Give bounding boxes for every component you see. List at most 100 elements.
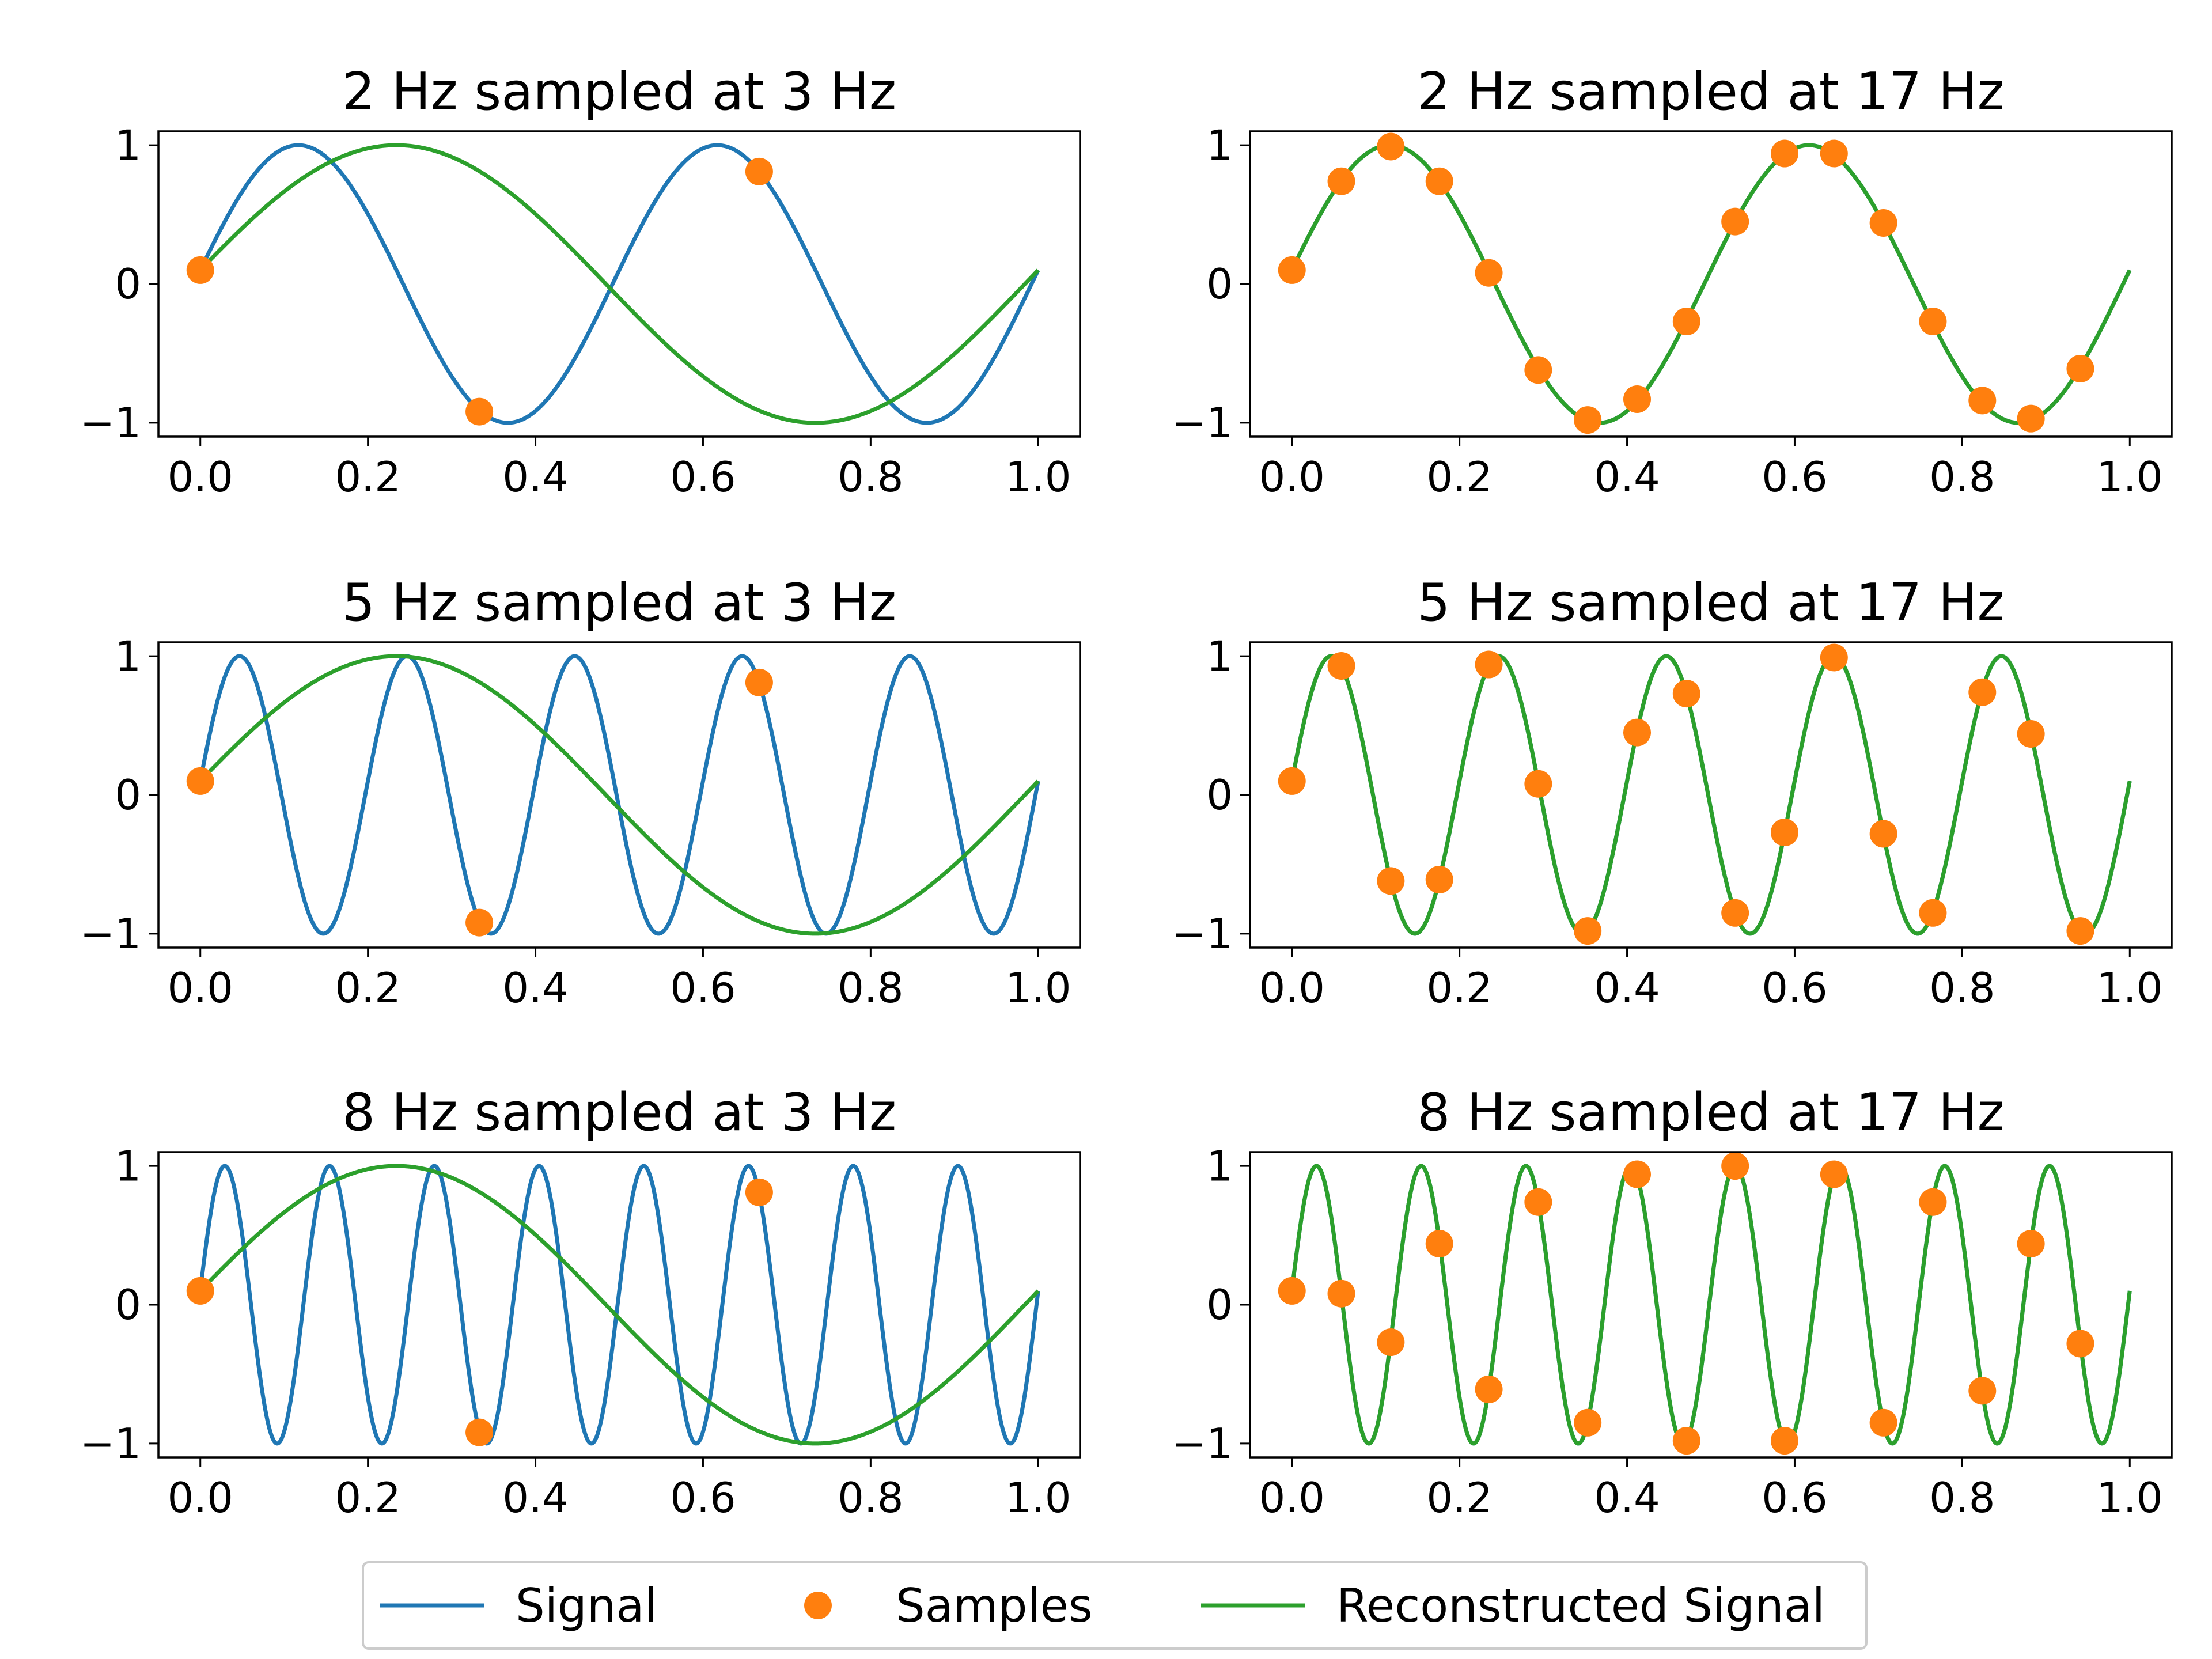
subplot-4: 5 Hz sampled at 17 Hz 0.0 0.2 0.4 0.6 0.8 1.0 −… [1172,573,2173,1012]
sample-point [745,1178,773,1206]
subplot-title: 8 Hz sampled at 17 Hz [1417,1082,2004,1143]
sample-point [1475,1375,1503,1403]
x-tick-label: 1.0 [1005,453,1071,501]
sample-point [1672,1427,1700,1455]
sample-point [1327,652,1355,680]
sample-point [1377,132,1405,161]
x-tick-label: 0.6 [670,964,736,1012]
x-tick-label: 0.2 [335,964,401,1012]
x-tick-label: 0.0 [1259,453,1325,501]
subplot-5: 8 Hz sampled at 3 Hz 0.0 0.2 0.4 0.6 0.8 1.0 −1… [80,1082,1081,1522]
sample-point [465,1418,494,1446]
sample-point [1574,917,1602,945]
x-tick-label: 1.0 [2097,1474,2163,1522]
legend-reconstructed-label: Reconstructed Signal [1336,1579,1825,1633]
legend: Signal Samples Reconstructed Signal [362,1561,1868,1650]
subplot-1: 2 Hz sampled at 3 Hz 0.0 0.2 0.4 0.6 0.8 1.0 −1… [80,62,1081,501]
sample-point [1721,207,1749,236]
y-tick-label: 1 [1206,121,1233,169]
x-tick-label: 1.0 [2097,453,2163,501]
x-tick-label: 0.2 [1426,964,1493,1012]
y-tick-label: 0 [1206,260,1233,308]
sample-point [1623,1160,1651,1188]
x-tick-label: 0.0 [167,453,233,501]
subplot-title: 5 Hz sampled at 3 Hz [342,573,896,633]
sample-point [1721,899,1749,927]
sample-point [2017,404,2045,433]
x-tick-label: 0.4 [502,1474,569,1522]
x-tick-label: 0.4 [502,964,569,1012]
sample-point [465,908,494,937]
sample-point [1475,259,1503,287]
sample-point [186,256,214,284]
y-tick-label: 0 [1206,1281,1233,1329]
x-tick-label: 0.6 [1762,964,1828,1012]
x-tick-label: 1.0 [1005,1474,1071,1522]
sample-point [2066,354,2094,382]
sample-point [186,767,214,795]
sample-point [1425,1230,1453,1257]
sample-point [1820,1160,1848,1188]
x-tick-label: 0.2 [1426,453,1493,501]
reconstructed-signal-line [199,143,1040,425]
sample-point [1524,356,1552,384]
sample-point [1425,865,1453,893]
subplot-title: 5 Hz sampled at 17 Hz [1417,573,2004,633]
x-tick-label: 1.0 [2097,964,2163,1012]
sample-point [1377,1328,1405,1357]
y-tick-label: 0 [1206,771,1233,819]
x-tick-label: 1.0 [1005,964,1071,1012]
y-tick-label: 0 [115,1281,141,1329]
sample-point [1919,1188,1947,1216]
x-tick-label: 0.0 [1259,964,1325,1012]
x-tick-label: 0.6 [1762,453,1828,501]
x-tick-label: 0.8 [1929,1474,1995,1522]
sample-point [1968,1377,1997,1405]
x-tick-label: 0.4 [1594,964,1660,1012]
y-tick-label: 1 [1206,632,1233,680]
x-tick-label: 0.2 [335,1474,401,1522]
y-tick-label: −1 [80,1419,141,1468]
sample-point [1623,718,1651,747]
sample-point [2066,1330,2094,1358]
legend-frame [362,1561,1868,1650]
sample-point [1820,139,1848,168]
subplot-3: 5 Hz sampled at 3 Hz 0.0 0.2 0.4 0.6 0.8 1.0 −1… [80,573,1081,1012]
sample-point [1524,1188,1552,1216]
x-tick-label: 0.0 [167,964,233,1012]
subplot-2: 2 Hz sampled at 17 Hz 0.0 0.2 0.4 0.6 0.8 1.0 −… [1172,62,2173,501]
legend-samples-swatch [804,1592,832,1619]
x-tick-label: 0.2 [1426,1474,1493,1522]
x-tick-label: 0.4 [502,453,569,501]
x-tick-label: 0.4 [1594,453,1660,501]
y-tick-label: −1 [1172,910,1233,958]
sample-point [1968,387,1997,415]
sample-point [1771,1427,1798,1455]
sample-point [465,397,494,426]
sample-point [1327,1279,1355,1308]
sample-point [745,668,773,696]
sample-point [1869,209,1897,237]
x-tick-label: 0.6 [1762,1474,1828,1522]
sample-point [1721,1152,1749,1180]
sample-point [2066,917,2094,945]
subplot-6: 8 Hz sampled at 17 Hz 0.0 0.2 0.4 0.6 0.8 1.0 −… [1172,1082,2173,1522]
reconstructed-signal-line [199,654,1040,936]
subplot-title: 2 Hz sampled at 17 Hz [1417,62,2004,122]
sample-point [1820,643,1848,672]
subplot-title: 8 Hz sampled at 3 Hz [342,1082,896,1143]
sample-point [1425,167,1453,195]
signal-line [198,1164,1040,1446]
y-tick-label: 1 [115,121,141,169]
x-tick-label: 0.8 [1929,453,1995,501]
sample-point [1377,867,1405,895]
subplot-title: 2 Hz sampled at 3 Hz [342,62,896,122]
x-tick-label: 0.0 [167,1474,233,1522]
sample-point [2017,1230,2045,1257]
legend-samples-label: Samples [896,1579,1093,1633]
reconstructed-signal-line [1290,1164,2132,1446]
sample-point [1919,899,1947,927]
sample-point [1919,308,1947,336]
sample-point [1278,256,1306,284]
